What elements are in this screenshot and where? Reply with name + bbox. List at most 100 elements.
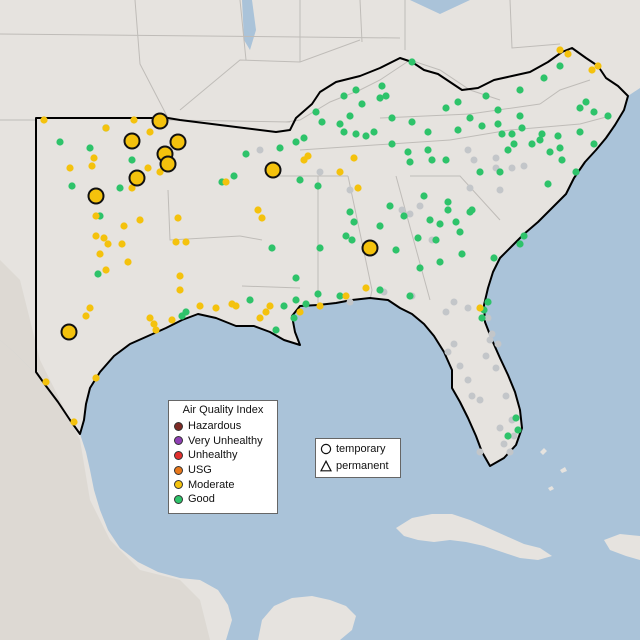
monitor-moderate[interactable] — [130, 116, 138, 124]
monitor-good[interactable] — [468, 206, 476, 214]
monitor-moderate[interactable] — [152, 326, 160, 334]
monitor-good[interactable] — [514, 426, 522, 434]
monitor-good[interactable] — [432, 236, 440, 244]
monitor-good[interactable] — [540, 74, 548, 82]
monitor-good[interactable] — [590, 108, 598, 116]
monitor-good[interactable] — [504, 432, 512, 440]
monitor-good[interactable] — [242, 150, 250, 158]
monitor-good[interactable] — [556, 144, 564, 152]
monitor-good[interactable] — [452, 218, 460, 226]
monitor-no-data[interactable] — [496, 186, 504, 194]
monitor-moderate[interactable] — [104, 240, 112, 248]
monitor-good[interactable] — [376, 94, 384, 102]
monitor-moderate[interactable] — [88, 162, 96, 170]
monitor-no-data[interactable] — [316, 168, 324, 176]
monitor-moderate[interactable] — [40, 116, 48, 124]
monitor-good[interactable] — [494, 106, 502, 114]
monitor-no-data[interactable] — [256, 146, 264, 154]
monitor-good[interactable] — [478, 314, 486, 322]
monitor-good[interactable] — [490, 254, 498, 262]
monitor-good[interactable] — [426, 216, 434, 224]
monitor-good[interactable] — [476, 168, 484, 176]
monitor-good[interactable] — [510, 140, 518, 148]
monitor-moderate[interactable] — [156, 168, 164, 176]
monitor-good[interactable] — [512, 414, 520, 422]
monitor-no-data[interactable] — [416, 202, 424, 210]
monitor-no-data[interactable] — [464, 304, 472, 312]
monitor-moderate[interactable] — [556, 46, 564, 54]
monitor-moderate[interactable] — [118, 240, 126, 248]
monitor-no-data[interactable] — [468, 392, 476, 400]
monitor-good[interactable] — [436, 258, 444, 266]
monitor-no-data[interactable] — [450, 340, 458, 348]
monitor-good[interactable] — [280, 302, 288, 310]
monitor-moderate[interactable] — [96, 250, 104, 258]
monitor-good[interactable] — [56, 138, 64, 146]
monitor-moderate[interactable] — [342, 292, 350, 300]
monitor-moderate[interactable] — [350, 154, 358, 162]
monitor-no-data[interactable] — [506, 448, 514, 456]
monitor-good[interactable] — [504, 146, 512, 154]
monitor-good[interactable] — [86, 144, 94, 152]
monitor-moderate[interactable] — [146, 314, 154, 322]
monitor-good[interactable] — [484, 298, 492, 306]
monitor-good[interactable] — [300, 134, 308, 142]
monitor-moderate[interactable] — [86, 304, 94, 312]
monitor-no-data[interactable] — [492, 364, 500, 372]
monitor-good[interactable] — [520, 232, 528, 240]
monitor-no-data[interactable] — [502, 392, 510, 400]
monitor-good[interactable] — [314, 182, 322, 190]
monitor-moderate-temporary[interactable] — [87, 187, 105, 205]
monitor-good[interactable] — [336, 120, 344, 128]
monitor-good[interactable] — [582, 98, 590, 106]
monitor-good[interactable] — [382, 92, 390, 100]
monitor-good[interactable] — [442, 156, 450, 164]
monitor-good[interactable] — [312, 108, 320, 116]
monitor-good[interactable] — [316, 244, 324, 252]
monitor-no-data[interactable] — [484, 314, 492, 322]
monitor-good[interactable] — [336, 292, 344, 300]
monitor-no-data[interactable] — [346, 298, 354, 306]
monitor-good[interactable] — [414, 234, 422, 242]
monitor-good[interactable] — [230, 172, 238, 180]
monitor-good[interactable] — [302, 300, 310, 308]
monitor-good[interactable] — [406, 292, 414, 300]
monitor-good[interactable] — [276, 144, 284, 152]
monitor-good[interactable] — [350, 218, 358, 226]
monitor-moderate[interactable] — [262, 308, 270, 316]
monitor-moderate[interactable] — [42, 378, 50, 386]
monitor-good[interactable] — [408, 58, 416, 66]
monitor-good[interactable] — [358, 100, 366, 108]
monitor-moderate[interactable] — [174, 214, 182, 222]
monitor-good[interactable] — [420, 192, 428, 200]
monitor-moderate[interactable] — [176, 272, 184, 280]
monitor-good[interactable] — [544, 180, 552, 188]
monitor-no-data[interactable] — [508, 164, 516, 172]
monitor-moderate[interactable] — [222, 178, 230, 186]
monitor-moderate-temporary[interactable] — [128, 169, 146, 187]
monitor-moderate[interactable] — [136, 216, 144, 224]
monitor-moderate[interactable] — [228, 300, 236, 308]
monitor-good[interactable] — [444, 198, 452, 206]
monitor-good[interactable] — [340, 92, 348, 100]
monitor-moderate[interactable] — [120, 222, 128, 230]
monitor-good[interactable] — [376, 286, 384, 294]
monitor-good[interactable] — [518, 124, 526, 132]
monitor-good[interactable] — [572, 168, 580, 176]
monitor-good[interactable] — [400, 212, 408, 220]
monitor-moderate-temporary[interactable] — [60, 323, 78, 341]
monitor-good[interactable] — [458, 250, 466, 258]
monitor-good[interactable] — [408, 118, 416, 126]
monitor-good[interactable] — [388, 140, 396, 148]
monitor-good[interactable] — [454, 126, 462, 134]
monitor-no-data[interactable] — [492, 154, 500, 162]
monitor-moderate[interactable] — [128, 184, 136, 192]
monitor-moderate[interactable] — [92, 212, 100, 220]
monitor-moderate[interactable] — [92, 232, 100, 240]
monitor-good[interactable] — [246, 296, 254, 304]
monitor-good[interactable] — [478, 122, 486, 130]
monitor-moderate[interactable] — [172, 238, 180, 246]
monitor-no-data[interactable] — [488, 330, 496, 338]
monitor-moderate[interactable] — [588, 66, 596, 74]
monitor-moderate[interactable] — [594, 62, 602, 70]
